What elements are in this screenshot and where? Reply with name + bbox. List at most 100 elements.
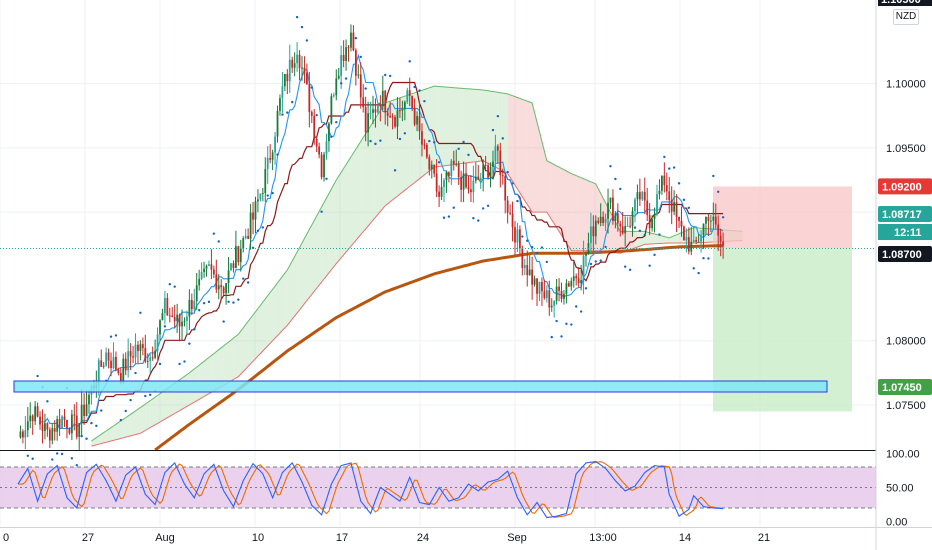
candle-down: [719, 235, 722, 242]
support-zone[interactable]: [13, 380, 828, 393]
kumo-segment: [341, 164, 347, 258]
candlesticks: [19, 24, 725, 450]
candle-down: [151, 357, 154, 359]
candle-up: [200, 272, 203, 279]
psar-dot: [712, 174, 715, 178]
kumo-segment: [292, 252, 298, 320]
time-axis[interactable]: 0 27 Aug 10 17 24 Sep 13:00 14 21: [0, 527, 932, 545]
psar-dot: [139, 311, 142, 314]
candle-down: [707, 217, 710, 221]
candle-up: [406, 90, 409, 102]
candle-down: [518, 229, 521, 249]
kumo-segment: [546, 160, 552, 220]
candle-down: [310, 112, 313, 116]
psar-dot: [579, 310, 583, 313]
candle-up: [692, 240, 695, 243]
kumo-segment: [297, 243, 302, 313]
candle-up: [122, 358, 125, 383]
candle-down: [129, 351, 132, 357]
candle-up: [34, 406, 37, 422]
candle-down: [212, 269, 215, 275]
candle-up: [482, 164, 485, 179]
tenkan-sen-line: [40, 53, 724, 430]
psar-dot: [418, 89, 421, 92]
psar-dot: [423, 99, 426, 103]
candle-down: [124, 358, 127, 371]
kumo-segment: [399, 96, 405, 195]
psar-dot: [379, 139, 382, 142]
psar-dot: [570, 323, 573, 326]
time-tick-label: 24: [417, 532, 429, 544]
psar-dot: [575, 305, 578, 308]
candle-down: [178, 314, 181, 327]
candle-down: [541, 281, 543, 292]
psar-dot: [60, 452, 64, 456]
kumo-segment: [150, 397, 156, 428]
candle-down: [308, 84, 311, 113]
candle-down: [675, 201, 678, 217]
psar-dot: [237, 298, 240, 301]
candle-down: [423, 144, 426, 146]
candle-up: [279, 98, 281, 111]
psar-dot: [369, 139, 372, 143]
candle-down: [496, 146, 499, 151]
candle-down: [215, 274, 218, 290]
tenkan-line: [40, 53, 724, 430]
candle-down: [41, 424, 44, 431]
candle-up: [656, 194, 658, 215]
psar-dot: [428, 139, 431, 143]
kumo-segment: [468, 88, 474, 163]
candle-down: [531, 269, 534, 285]
psar-dot: [717, 190, 720, 193]
time-tick-label: 14: [679, 532, 691, 544]
candle-up: [44, 423, 46, 431]
kumo-segment: [488, 90, 493, 166]
candle-down: [438, 191, 441, 197]
candle-up: [328, 123, 330, 142]
candle-down: [115, 356, 117, 370]
candle-up: [139, 344, 142, 351]
candle-up: [440, 187, 443, 197]
candle-up: [697, 241, 700, 243]
currency-badge[interactable]: NZD: [893, 9, 919, 25]
candle-up: [462, 173, 465, 190]
candle-up: [146, 361, 149, 363]
candle-down: [107, 352, 110, 361]
candle-down: [526, 265, 529, 276]
candle-down: [286, 73, 289, 82]
kumo-segment: [414, 91, 420, 183]
candle-down: [717, 224, 720, 236]
price-axis[interactable]: 1.105001.100001.095001.090001.080001.075…: [875, 0, 932, 550]
candle-up: [198, 278, 201, 286]
psar-dot: [433, 141, 436, 144]
candle-down: [63, 416, 66, 420]
candle-down: [425, 144, 428, 158]
psar-dot: [721, 216, 725, 219]
kumo-segment: [223, 342, 229, 386]
candle-up: [570, 280, 573, 287]
candle-down: [543, 291, 546, 299]
kumo-segment: [537, 122, 542, 213]
stop-price-label: [878, 178, 932, 195]
psar-dot: [109, 335, 113, 338]
candle-down: [110, 360, 112, 369]
candle-up: [242, 238, 245, 249]
candle-up: [403, 101, 406, 109]
candle-down: [144, 348, 147, 362]
candle-up: [276, 110, 279, 137]
candle-down: [467, 187, 470, 190]
candle-down: [499, 150, 502, 176]
candle-up: [369, 112, 372, 114]
candle-down: [315, 138, 318, 147]
psar-dot: [623, 265, 627, 268]
candle-up: [205, 265, 208, 269]
candle-down: [100, 360, 103, 367]
candle-up: [599, 216, 602, 223]
candle-down: [298, 54, 301, 68]
candle-down: [558, 286, 560, 291]
target-price-label: [878, 379, 932, 395]
candle-down: [137, 344, 139, 351]
psar-dot: [197, 309, 201, 312]
